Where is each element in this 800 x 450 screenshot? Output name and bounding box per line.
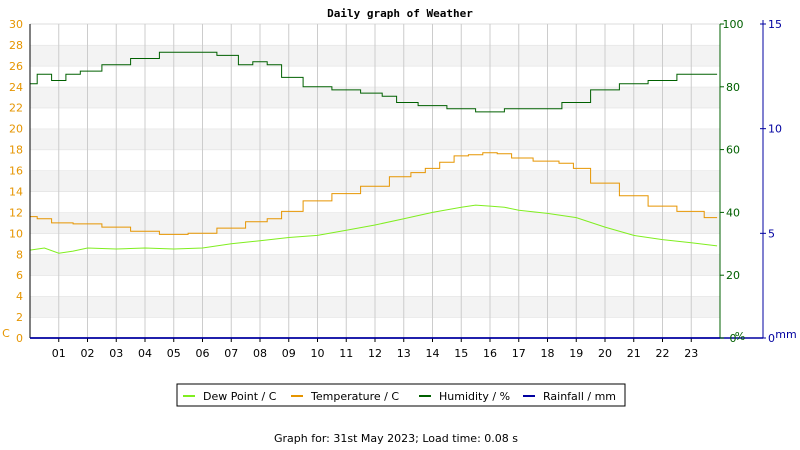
- x-tick-label: 04: [138, 347, 152, 360]
- x-tick-label: 18: [541, 347, 555, 360]
- x-tick-label: 01: [52, 347, 66, 360]
- x-tick-label: 03: [109, 347, 123, 360]
- left-tick-label: 4: [16, 290, 23, 303]
- rain-tick-label: 10: [768, 123, 782, 136]
- x-tick-label: 09: [282, 347, 296, 360]
- rain-tick-label: 15: [768, 18, 782, 31]
- x-tick-label: 20: [598, 347, 612, 360]
- humidity-tick-label: 100: [723, 18, 744, 31]
- x-tick-label: 10: [311, 347, 325, 360]
- footer-text: Graph for: 31st May 2023; Load time: 0.0…: [274, 432, 518, 445]
- x-tick-label: 05: [167, 347, 181, 360]
- temperature-c-line: [30, 152, 718, 235]
- x-tick-label: 16: [483, 347, 497, 360]
- left-tick-label: 30: [9, 18, 23, 31]
- legend-label: Humidity / %: [439, 390, 510, 403]
- left-axis-unit: C: [2, 327, 10, 340]
- legend-box: [176, 383, 626, 407]
- x-tick-label: 07: [224, 347, 238, 360]
- x-tick-label: 02: [81, 347, 95, 360]
- legend: Dew Point / C Temperature / C Humidity / %…: [176, 383, 626, 407]
- humidity-tick-label: 80: [726, 81, 740, 94]
- humidity-tick-label: 20: [726, 269, 740, 282]
- left-tick-label: 18: [9, 144, 23, 157]
- humidity-tick-label: 60: [726, 144, 740, 157]
- x-tick-label: 23: [684, 347, 698, 360]
- x-tick-label: 13: [397, 347, 411, 360]
- left-tick-label: 8: [16, 248, 23, 261]
- humidity-line: [30, 51, 718, 113]
- left-tick-label: 6: [16, 269, 23, 282]
- vertical-gridlines: [58, 24, 692, 338]
- rain-tick-label: 0: [768, 332, 775, 345]
- x-tick-label: 11: [339, 347, 353, 360]
- x-tick-label: 21: [627, 347, 641, 360]
- x-tick-label: 14: [426, 347, 440, 360]
- left-tick-label: 24: [9, 81, 23, 94]
- left-tick-label: 2: [16, 311, 23, 324]
- left-tick-label: 22: [9, 102, 23, 115]
- left-tick-label: 10: [9, 227, 23, 240]
- axes: 01 02 03 04 05 06 07 08 09 10 11 12 13 14 15 16 17 18 19 20…: [9, 18, 782, 360]
- left-tick-label: 26: [9, 60, 23, 73]
- legend-label: Rainfall / mm: [543, 390, 616, 403]
- rain-axis-unit: mm: [775, 328, 796, 341]
- x-tick-label: 15: [454, 347, 468, 360]
- x-tick-label: 12: [368, 347, 382, 360]
- x-tick-label: 19: [569, 347, 583, 360]
- left-tick-label: 0: [16, 332, 23, 345]
- x-tick-label: 06: [196, 347, 210, 360]
- left-tick-label: 16: [9, 165, 23, 178]
- left-tick-label: 14: [9, 185, 23, 198]
- humidity-tick-label: 0: [730, 332, 737, 345]
- left-tick-label: 28: [9, 39, 23, 52]
- legend-label: Dew Point / C: [203, 390, 277, 403]
- x-tick-label: 08: [253, 347, 267, 360]
- x-tick-label: 17: [512, 347, 526, 360]
- rain-tick-label: 5: [768, 227, 775, 240]
- left-tick-label: 20: [9, 123, 23, 136]
- legend-label: Temperature / C: [310, 390, 399, 403]
- x-tick-label: 22: [656, 347, 670, 360]
- humidity-axis-unit: %: [735, 330, 745, 343]
- dew-point-c-line: [29, 204, 718, 254]
- chart-title: Daily graph of Weather: [327, 7, 473, 20]
- left-tick-label: 12: [9, 206, 23, 219]
- humidity-tick-label: 40: [726, 206, 740, 219]
